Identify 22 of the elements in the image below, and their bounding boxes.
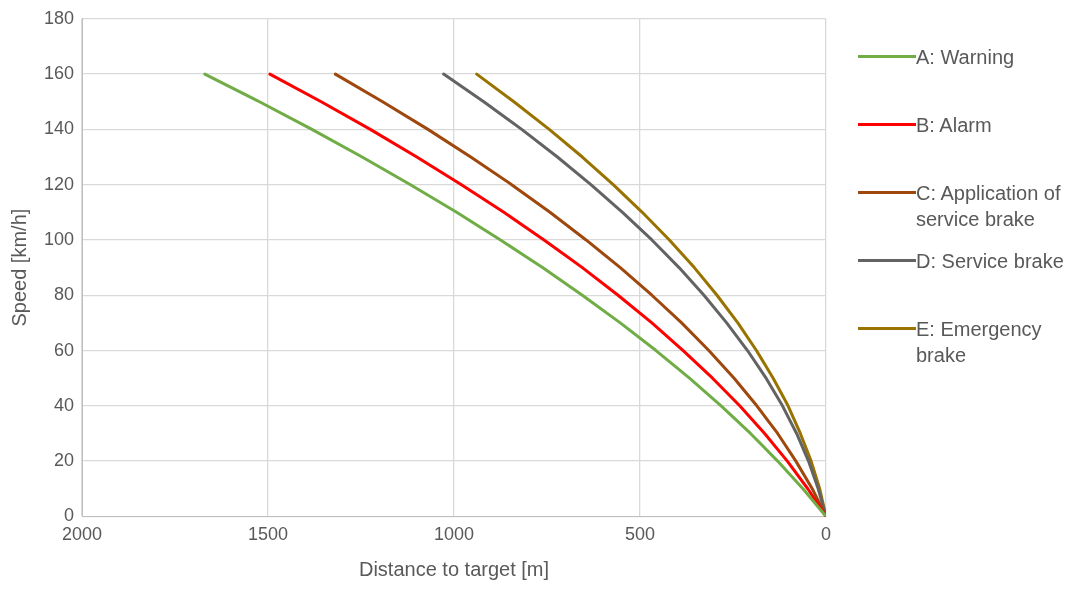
y-tick-label: 40 bbox=[54, 394, 75, 415]
legend-label: E: Emergency brake bbox=[916, 317, 1043, 368]
legend-label: D: Service brake bbox=[916, 249, 1065, 274]
legend-label: C: Application of service brake bbox=[916, 181, 1062, 232]
x-tick-label: 1000 bbox=[433, 524, 475, 545]
y-tick-label: 20 bbox=[54, 450, 75, 471]
y-tick-label: 180 bbox=[43, 7, 75, 28]
x-axis-title: Distance to target [m] bbox=[358, 557, 550, 580]
x-tick-label: 0 bbox=[820, 524, 832, 545]
y-tick-label: 80 bbox=[54, 284, 75, 305]
legend-label: A: Warning bbox=[916, 45, 1016, 70]
legend-label: B: Alarm bbox=[916, 113, 993, 138]
x-tick-label: 1500 bbox=[248, 524, 289, 545]
y-axis-title: Speed [km/h] bbox=[7, 208, 30, 327]
y-tick-label: 60 bbox=[54, 339, 75, 360]
y-tick-label: 120 bbox=[43, 173, 75, 194]
y-tick-label: 0 bbox=[64, 505, 75, 526]
y-tick-label: 100 bbox=[43, 228, 75, 249]
y-tick-label: 140 bbox=[43, 118, 75, 139]
y-tick-label: 160 bbox=[43, 63, 75, 84]
x-tick-label: 500 bbox=[624, 524, 656, 545]
x-tick-label: 2000 bbox=[62, 524, 103, 545]
